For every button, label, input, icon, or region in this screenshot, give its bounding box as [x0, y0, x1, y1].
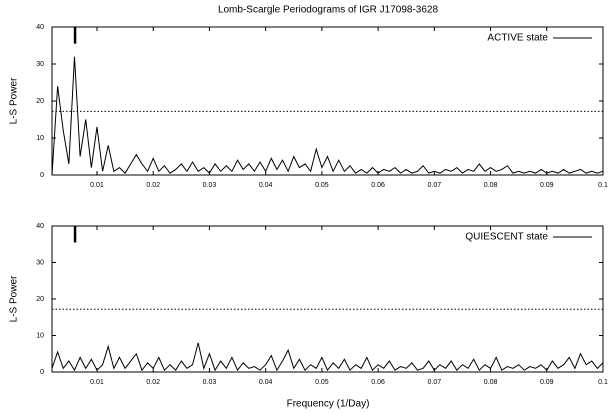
- y-tick-label: 10: [36, 332, 44, 339]
- y-tick-label: 40: [36, 24, 44, 31]
- x-tick-label: 0.04: [259, 182, 273, 189]
- y-axis-label: L-S Power: [9, 77, 20, 124]
- plot-frame: [51, 225, 604, 373]
- x-tick-label: 0.05: [315, 379, 329, 386]
- x-tick-label: 0.07: [428, 379, 442, 386]
- x-tick-label: 0.06: [371, 379, 385, 386]
- chart-title: Lomb-Scargle Periodograms of IGR J17098-…: [218, 5, 439, 16]
- plot-frame: [51, 26, 604, 176]
- x-tick-label: 0.03: [203, 182, 217, 189]
- x-tick-label: 0.02: [146, 379, 160, 386]
- x-tick-label: 0.08: [484, 182, 498, 189]
- x-tick-label: 0.01: [90, 379, 104, 386]
- x-axis-label: Frequency (1/Day): [287, 399, 370, 410]
- y-tick-label: 30: [36, 61, 44, 68]
- x-tick-label: 0.02: [146, 182, 160, 189]
- y-tick-label: 30: [36, 259, 44, 266]
- y-tick-label: 10: [36, 135, 44, 142]
- x-tick-label: 0.09: [540, 379, 554, 386]
- y-tick-label: 20: [36, 98, 44, 105]
- x-tick-label: 0.04: [259, 379, 273, 386]
- x-tick-label: 0.01: [90, 182, 104, 189]
- x-tick-label: 0.08: [484, 379, 498, 386]
- x-tick-label: 0.1: [598, 379, 608, 386]
- x-tick-label: 0.1: [598, 182, 608, 189]
- x-tick-label: 0.09: [540, 182, 554, 189]
- y-axis-label: L-S Power: [9, 275, 20, 322]
- y-tick-label: 20: [36, 296, 44, 303]
- x-tick-label: 0.03: [203, 379, 217, 386]
- x-tick-label: 0.06: [371, 182, 385, 189]
- series-line: [51, 342, 604, 372]
- legend-label: ACTIVE state: [487, 33, 548, 44]
- y-tick-label: 0: [40, 369, 44, 376]
- series-line: [51, 56, 604, 176]
- legend-label: QUIESCENT state: [465, 232, 548, 243]
- y-tick-label: 0: [40, 172, 44, 179]
- x-tick-label: 0.07: [428, 182, 442, 189]
- y-tick-label: 40: [36, 223, 44, 230]
- x-tick-label: 0.05: [315, 182, 329, 189]
